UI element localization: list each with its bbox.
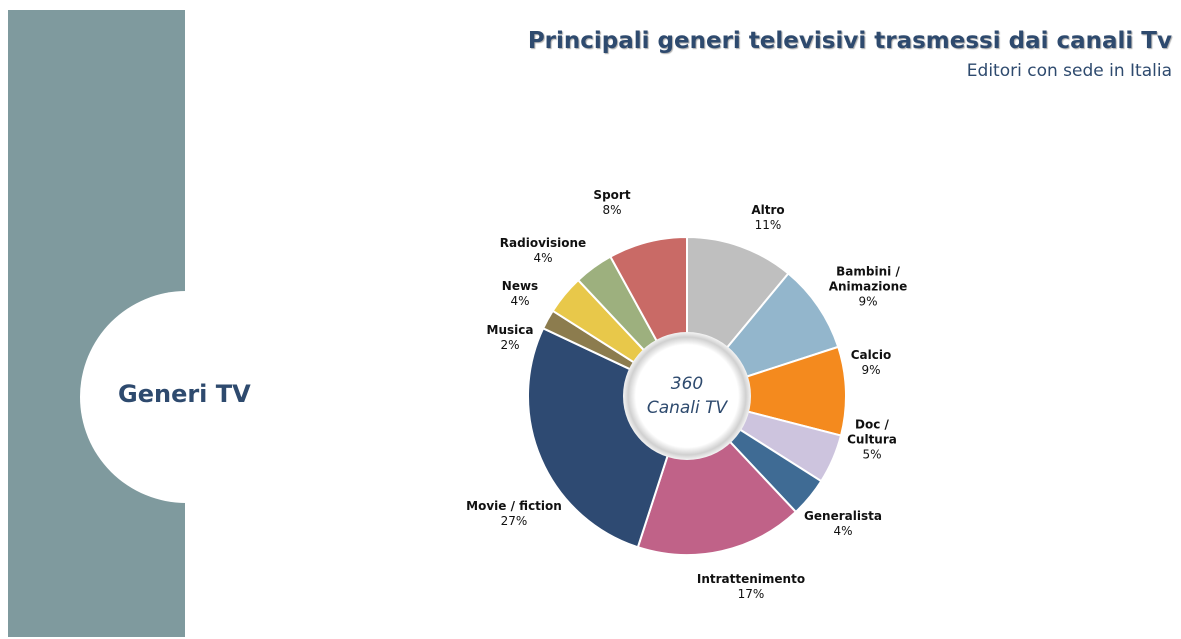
value-label: 5% (862, 447, 882, 462)
slice (683, 345, 847, 437)
side-disc (80, 291, 292, 503)
slice-label: Doc / Cultura 5% (842, 418, 902, 463)
category-label: Sport (593, 188, 631, 202)
value-label: 11% (754, 218, 782, 232)
value-label: 9% (858, 294, 878, 309)
category-label: Intrattenimento (696, 572, 806, 586)
category-label: Doc / Cultura (847, 417, 897, 447)
value-label: 27% (500, 514, 528, 528)
chart-title: Principali generi televisivi trasmessi d… (527, 28, 1172, 54)
value-label: 4% (533, 251, 553, 265)
slice-label: Bambini / Animazione 9% (828, 265, 908, 310)
chart-subtitle: Editori con sede in Italia (966, 61, 1172, 81)
category-label: Radiovisione (499, 236, 587, 250)
center-text: Canali TV (647, 398, 729, 418)
slice-label: Calcio 9% (841, 348, 901, 378)
section-label: Generi TV (118, 380, 251, 408)
category-label: Altro (751, 203, 785, 217)
value-label: 17% (737, 587, 765, 601)
value-label: 2% (500, 338, 520, 352)
category-label: News (501, 279, 539, 293)
value-label: 9% (861, 363, 881, 377)
slice-label: Sport 8% (582, 188, 642, 218)
value-label: 8% (602, 203, 622, 217)
donut-hole (623, 332, 751, 460)
slice-label: Altro 11% (738, 203, 798, 233)
category-label: Generalista (804, 509, 882, 523)
value-label: 4% (510, 294, 530, 308)
slice-label: Movie / fiction 27% (459, 499, 569, 529)
slice-label: Intrattenimento 17% (696, 572, 806, 602)
slice-label: News 4% (490, 279, 550, 309)
category-label: Calcio (850, 348, 892, 362)
slice-label: Radiovisione 4% (498, 236, 588, 266)
slice-label: Musica 2% (480, 323, 540, 353)
category-label: Musica (486, 323, 534, 337)
category-label: Movie / fiction (466, 499, 562, 513)
category-label: Bambini / Animazione (828, 264, 908, 294)
slice-label: Generalista 4% (803, 509, 883, 539)
center-text: 360 (671, 374, 703, 394)
value-label: 4% (833, 524, 853, 538)
